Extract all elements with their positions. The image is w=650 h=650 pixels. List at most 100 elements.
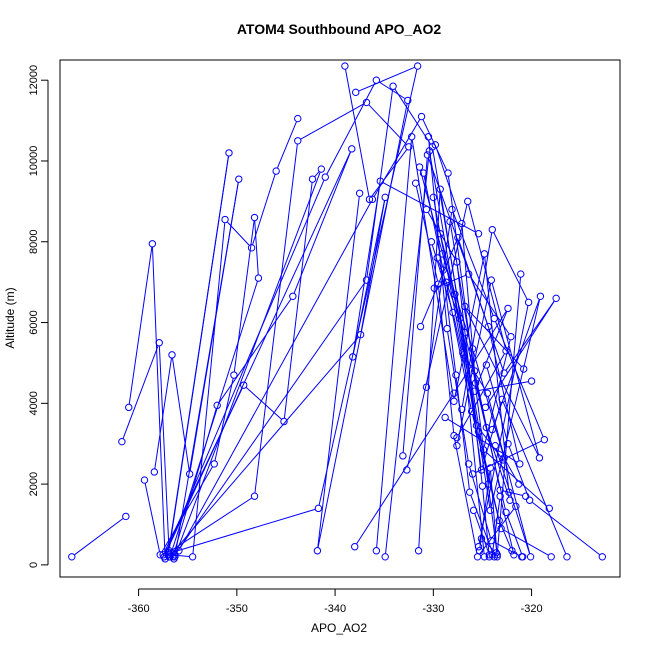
data-point [230, 371, 238, 379]
series-line [415, 186, 438, 281]
data-point [424, 133, 433, 141]
series-line [422, 119, 448, 171]
y-axis: 0 2000 4000 6000 8000 10000 12000 [28, 65, 49, 568]
series-line [508, 446, 529, 498]
series-line [470, 276, 510, 335]
data-point [485, 551, 494, 559]
data-point [314, 504, 323, 513]
data-point [381, 553, 389, 561]
series-line [481, 402, 502, 467]
series-line [495, 321, 544, 437]
data-point [422, 205, 431, 214]
data-point [540, 435, 549, 444]
x-tick-label: -360 [128, 603, 150, 615]
data-point [524, 298, 533, 307]
data-point [436, 185, 444, 193]
data-point [515, 480, 523, 488]
series-line [475, 311, 508, 389]
series-group [150, 175, 243, 561]
series-line [170, 497, 252, 552]
series-group [68, 512, 130, 561]
series-line [479, 471, 491, 548]
data-point [490, 553, 498, 561]
data-point [496, 492, 504, 500]
data-point [434, 280, 442, 288]
data-point [487, 276, 495, 284]
series-group [488, 492, 518, 559]
data-point [488, 551, 496, 559]
series-line [122, 345, 159, 439]
series-line [170, 336, 359, 555]
data-point [164, 549, 172, 557]
data-point [563, 553, 571, 561]
data-point [140, 476, 149, 484]
data-point [431, 141, 439, 149]
series-line [463, 358, 485, 554]
data-point [389, 82, 397, 90]
series-line [470, 495, 494, 554]
data-point [450, 431, 458, 440]
data-point [443, 324, 451, 333]
series-line [233, 220, 255, 372]
series-line [254, 220, 259, 275]
series-line [252, 174, 276, 245]
data-point [150, 468, 159, 476]
data-point [458, 405, 466, 414]
series-line [352, 200, 385, 354]
series-line [180, 202, 372, 548]
data-point [254, 274, 263, 282]
y-tick-label: 6000 [28, 310, 40, 334]
plot-frame [59, 59, 621, 578]
data-point [155, 339, 163, 347]
data-point [403, 466, 411, 474]
data-point [469, 506, 478, 515]
y-tick-label: 4000 [28, 391, 40, 415]
data-point [450, 389, 458, 397]
y-axis-label: Altitude (m) [3, 287, 17, 348]
data-point [475, 547, 484, 555]
series-line [455, 378, 470, 489]
data-point [507, 332, 515, 341]
data-point [221, 215, 229, 224]
series-group [477, 534, 500, 557]
data-point [349, 353, 357, 361]
data-point [453, 442, 461, 450]
data-point [405, 143, 413, 151]
series-line [440, 192, 491, 507]
series-line [421, 240, 458, 324]
data-point [486, 506, 495, 515]
series-line [435, 147, 462, 221]
data-point [474, 427, 483, 436]
data-point [416, 322, 425, 331]
series-group [140, 213, 263, 561]
data-point [516, 460, 524, 468]
series-line [407, 204, 468, 467]
series-group [475, 464, 501, 561]
x-tick-label: -350 [226, 603, 248, 615]
data-point [413, 62, 422, 70]
data-point [545, 504, 553, 513]
series-line [440, 236, 455, 291]
data-point [168, 351, 176, 359]
data-point [250, 213, 259, 222]
series-line [506, 515, 522, 554]
data-point [408, 133, 416, 141]
series-line [360, 200, 386, 332]
data-point [122, 512, 130, 521]
data-point [535, 454, 544, 462]
data-point [68, 553, 76, 561]
data-point [458, 219, 466, 228]
data-point [453, 258, 461, 266]
data-point [210, 460, 218, 468]
x-tick-label: -340 [324, 603, 346, 615]
data-point [518, 553, 526, 561]
x-tick-label: -320 [521, 603, 543, 615]
data-point [473, 553, 482, 561]
series-line [468, 204, 506, 348]
x-tick-label: -330 [422, 603, 444, 615]
series-line [154, 358, 172, 469]
series-line [438, 261, 465, 330]
series-line [175, 182, 239, 554]
series-line [482, 489, 490, 554]
series-line [128, 247, 153, 404]
